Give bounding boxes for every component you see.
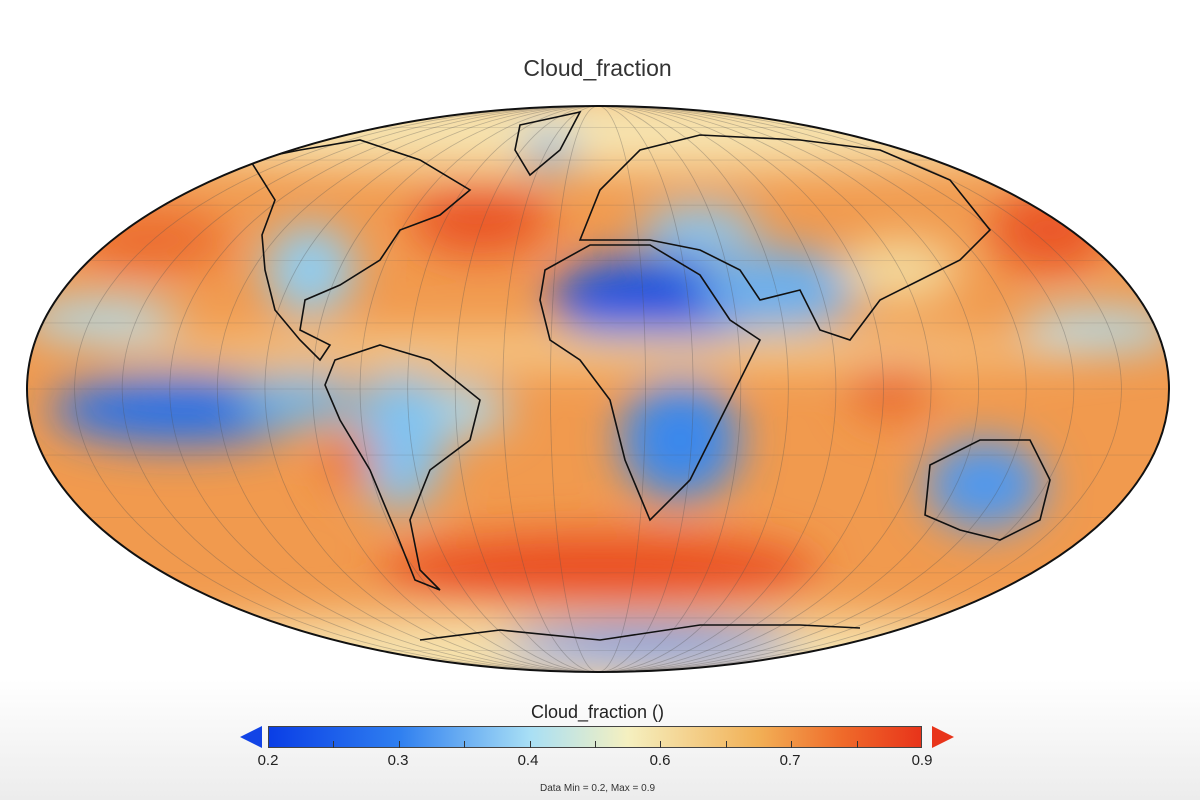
colorbar-tick — [725, 741, 727, 748]
cloud-field-region — [380, 535, 820, 605]
meridian-line — [264, 106, 932, 672]
globe-outline — [26, 105, 1170, 673]
cloud-field-region — [410, 185, 550, 255]
cloud-field-region — [925, 440, 1045, 530]
meridian-line — [550, 106, 646, 672]
meridian-line — [264, 106, 932, 672]
coast-australia — [924, 439, 1051, 541]
meridian-line — [550, 106, 646, 672]
coast-south-america — [324, 344, 481, 591]
cloud-field-region — [355, 370, 445, 510]
coast-north-america — [248, 139, 472, 362]
meridian-line — [407, 106, 789, 672]
meridian-line — [359, 106, 837, 672]
coastlines — [248, 110, 1051, 641]
colorbar-tick — [595, 741, 596, 748]
colorbar-tick — [791, 741, 793, 748]
meridian-line — [216, 106, 980, 672]
cloud-field-region — [640, 205, 760, 255]
meridian-line — [121, 106, 1075, 672]
colorbar-tick — [856, 741, 858, 748]
meridian-line — [454, 106, 742, 672]
cloud-fraction-map — [26, 105, 1170, 673]
coast-eurasia — [578, 134, 992, 341]
meridian-line — [74, 106, 1122, 672]
cloud-field-region — [70, 210, 230, 270]
colorbar-tick-label: 0.7 — [779, 752, 801, 769]
colorbar-tick-label: 0.2 — [257, 752, 279, 769]
meridian-line — [74, 106, 1122, 672]
colorbar-tick-label: 0.4 — [517, 752, 539, 769]
colorbar-tick — [398, 741, 400, 748]
coast-greenland — [514, 110, 582, 177]
cloud-field-region — [500, 627, 800, 663]
data-min-max-label: Data Min = 0.2, Max = 0.9 — [539, 783, 656, 794]
cloud-field-region — [840, 240, 960, 300]
cloud-field-region — [325, 435, 375, 485]
meridian-line — [312, 106, 884, 672]
cloud-field-region — [240, 375, 360, 425]
map-title: Cloud_fraction — [523, 55, 672, 81]
colorbar-min-extend-arrow — [240, 726, 262, 748]
meridian-line — [312, 106, 884, 672]
meridian-line — [454, 106, 742, 672]
colorbar-title: Cloud_fraction () — [530, 702, 665, 722]
meridian-line — [121, 106, 1075, 672]
cloud-field-region — [990, 190, 1110, 270]
coast-antarctica — [419, 624, 861, 641]
meridian-line — [359, 106, 837, 672]
meridian-line — [169, 106, 1027, 672]
meridian-line — [216, 106, 980, 672]
cloud-field-region — [620, 380, 740, 500]
colorbar-tick — [660, 741, 662, 748]
cloud-field-region — [525, 130, 575, 170]
colorbar-tick-label: 0.9 — [911, 752, 933, 769]
meridian-line — [407, 106, 789, 672]
colorbar-tick — [333, 741, 335, 748]
coast-africa — [539, 244, 762, 522]
cloud-field-region — [27, 300, 180, 340]
meridian-line — [169, 106, 1027, 672]
colorbar-tick — [529, 741, 531, 748]
cloud-field-region — [27, 106, 1169, 170]
cloud-field-region — [265, 225, 355, 315]
cloud-field-region — [1020, 310, 1169, 350]
colorbar-max-extend-arrow — [932, 726, 954, 748]
cloud-field-region — [98, 335, 1098, 365]
colorbar-tick-label: 0.6 — [649, 752, 671, 769]
colorbar-tick — [464, 741, 466, 748]
meridian-line — [502, 106, 694, 672]
meridian-line — [502, 106, 694, 672]
colorbar-tick-label: 0.3 — [387, 752, 409, 769]
